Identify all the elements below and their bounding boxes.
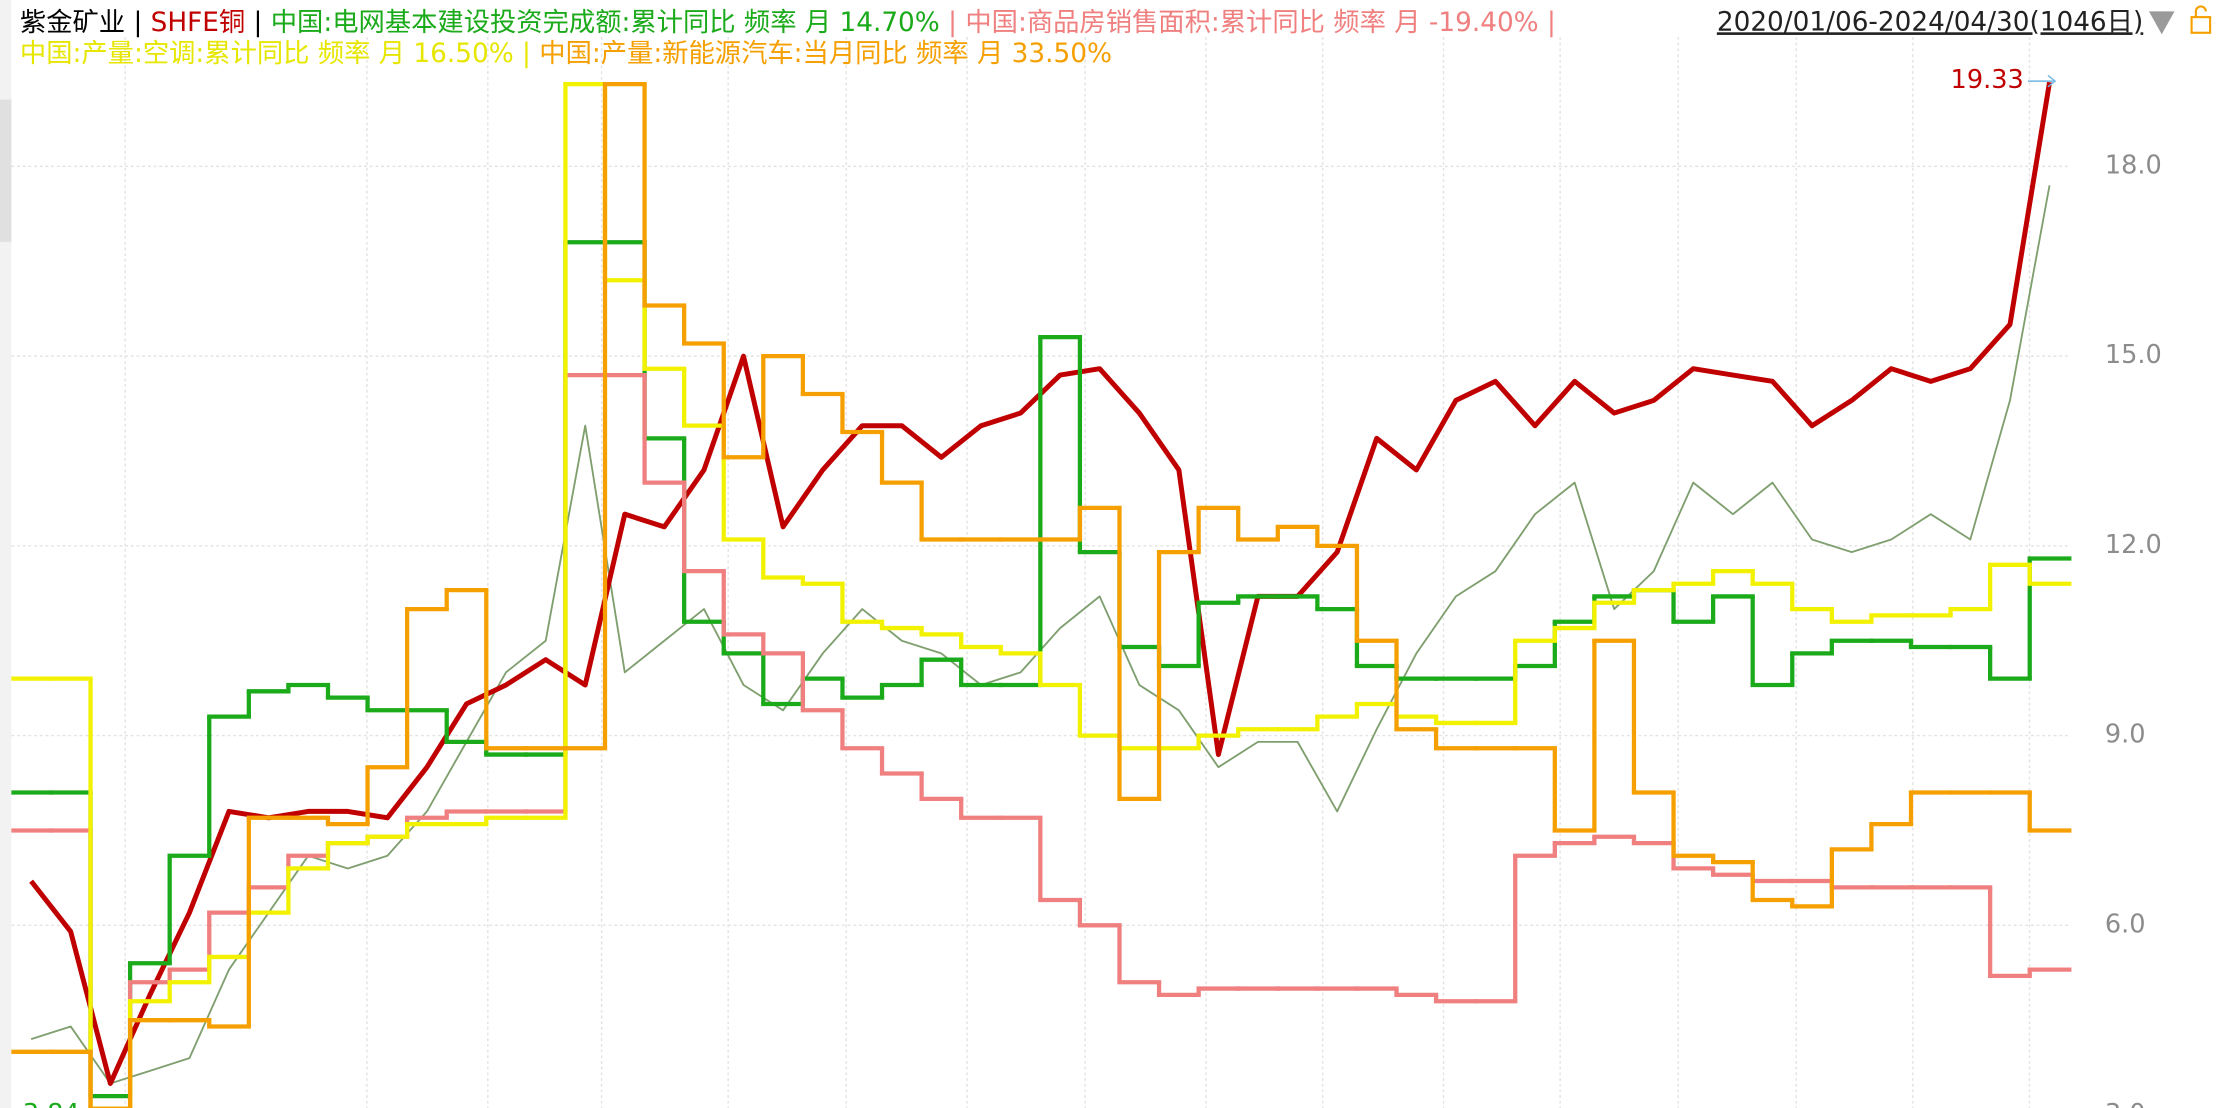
separator: |	[514, 39, 540, 69]
separator: |	[1539, 7, 1556, 37]
dropdown-arrow[interactable]	[2148, 11, 2175, 35]
y-tick-label: 9.0	[2105, 720, 2146, 750]
series	[11, 82, 2072, 1108]
lock-icon[interactable]	[2190, 5, 2212, 34]
legend-item[interactable]: 中国:产量:新能源汽车:当月同比 频率 月 33.50%	[539, 39, 1112, 69]
y-tick-label: 15.0	[2105, 340, 2162, 370]
left-sidebar	[0, 0, 12, 1108]
horizontal-grid	[11, 165, 2070, 927]
legend-row-2: 中国:产量:空调:累计同比 频率 月 16.50% | 中国:产量:新能源汽车:…	[20, 39, 1112, 69]
legend-item[interactable]: 中国:产量:空调:累计同比 频率 月 16.50%	[20, 39, 514, 69]
legend-row-1: 紫金矿业 | SHFE铜 | 中国:电网基本建设投资完成额:累计同比 频率 月 …	[20, 7, 1556, 37]
separator: |	[940, 7, 966, 37]
separator: |	[125, 7, 151, 37]
y-tick-label: 3.0	[2105, 1099, 2146, 1108]
plot-area	[11, 81, 2072, 1108]
pointer-head	[2047, 74, 2057, 88]
y-tick-label: 6.0	[2105, 909, 2146, 939]
y-tick-label: 18.0	[2105, 150, 2162, 180]
low-value-label: 3.84	[23, 1099, 80, 1108]
legend-item[interactable]: SHFE铜	[151, 7, 246, 37]
lock-body	[2190, 16, 2212, 34]
y-tick-label: 12.0	[2105, 530, 2162, 560]
legend-item[interactable]: 中国:商品房销售面积:累计同比 频率 月 -19.40%	[965, 7, 1538, 37]
lock-shackle	[2194, 5, 2207, 18]
sidebar-tab[interactable]	[0, 99, 12, 242]
legend-item[interactable]: 中国:电网基本建设投资完成额:累计同比 频率 月 14.70%	[271, 7, 940, 37]
y-axis: 3.0 6.0 9.0 12.0 15.0 18.0	[2105, 150, 2162, 1108]
date-range[interactable]: 2020/01/06-2024/04/30(1046日)	[1717, 7, 2143, 37]
legend-item[interactable]: 紫金矿业	[20, 7, 125, 37]
separator: |	[245, 7, 271, 37]
last-value-label: 19.33	[1951, 65, 2024, 95]
